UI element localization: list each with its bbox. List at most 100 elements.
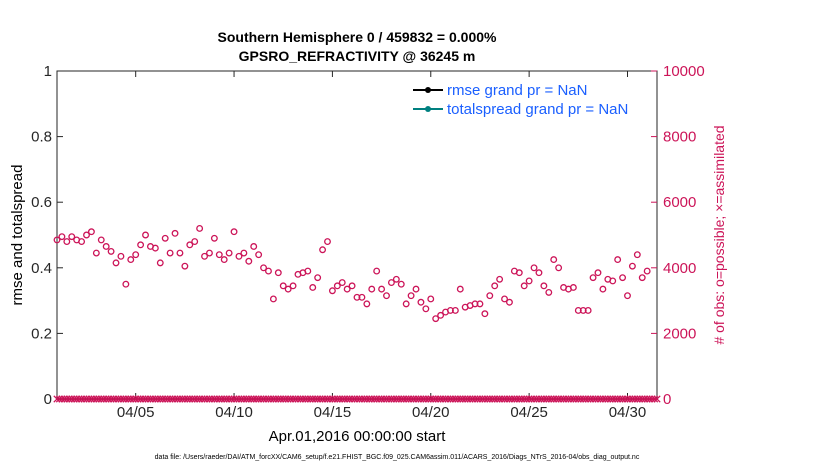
possible-obs-point — [407, 292, 415, 300]
possible-obs-point — [92, 249, 100, 257]
possible-obs-point — [245, 257, 253, 265]
possible-obs-point — [515, 269, 523, 277]
possible-obs-point — [476, 300, 484, 308]
possible-obs-point — [230, 228, 238, 236]
possible-obs-point — [220, 256, 228, 264]
x-tick-label: 04/15 — [314, 404, 352, 421]
possible-obs-point — [579, 306, 587, 314]
possible-obs-point — [156, 259, 164, 267]
possible-obs-point — [127, 256, 135, 264]
possible-obs-point — [520, 282, 528, 290]
possible-obs-point — [137, 241, 145, 249]
possible-obs-point — [417, 298, 425, 306]
possible-obs-point — [68, 233, 76, 241]
possible-obs-point — [260, 264, 268, 272]
possible-obs-point — [378, 285, 386, 293]
x-axis-label: Apr.01,2016 00:00:00 start — [269, 428, 447, 445]
possible-obs-point — [250, 243, 258, 250]
legend-rmse-label: rmse grand pr = NaN — [447, 82, 587, 99]
possible-obs-point — [166, 249, 174, 257]
legend: rmse grand pr = NaN totalspread grand pr… — [413, 82, 628, 118]
possible-obs-point — [545, 288, 553, 296]
possible-obs-point — [555, 264, 563, 272]
possible-obs-point — [589, 274, 597, 282]
left-y-tick-label: 1 — [44, 63, 52, 80]
possible-obs-point — [132, 251, 140, 259]
possible-obs-point — [196, 224, 204, 232]
chart-subtitle: GPSRO_REFRACTIVITY @ 36245 m — [239, 48, 476, 64]
possible-obs-point — [451, 306, 459, 314]
left-y-tick-label: 0 — [44, 391, 52, 408]
right-y-tick-label: 0 — [663, 391, 671, 408]
left-y-axis-label: rmse and totalspread — [9, 165, 26, 306]
possible-obs-point — [550, 256, 558, 264]
possible-obs-point — [122, 280, 130, 288]
possible-obs-point — [530, 264, 538, 272]
x-tick-label: 04/30 — [609, 404, 647, 421]
possible-obs-point — [176, 249, 184, 257]
legend-rmse-marker — [425, 87, 431, 93]
legend-spread-label: totalspread grand pr = NaN — [447, 101, 628, 118]
possible-obs-point — [427, 295, 435, 303]
possible-obs-point — [304, 267, 312, 275]
possible-obs-point — [269, 295, 277, 303]
x-tick-label: 04/05 — [117, 404, 155, 421]
data-file-footer: data file: /Users/raeder/DAI/ATM_forcXX/… — [155, 454, 640, 461]
possible-obs-point — [78, 238, 86, 246]
possible-obs-point — [624, 292, 631, 300]
possible-obs-point — [53, 236, 61, 244]
possible-obs-point — [353, 293, 361, 301]
possible-obs-point — [171, 229, 179, 237]
possible-obs-point — [255, 251, 263, 259]
possible-obs-point — [151, 244, 159, 252]
possible-obs-point — [540, 282, 548, 290]
x-axis: 04/05 04/10 04/15 04/20 04/25 04/30 — [117, 71, 646, 421]
left-y-tick-label: 0.6 — [31, 194, 52, 211]
possible-obs-point — [274, 269, 282, 277]
possible-obs-point — [215, 251, 223, 259]
x-tick-label: 04/20 — [412, 404, 450, 421]
possible-obs-point — [368, 285, 376, 293]
possible-obs-point — [486, 292, 494, 300]
possible-obs-point — [569, 284, 577, 291]
possible-obs-point — [58, 233, 66, 241]
possible-obs-point — [265, 267, 272, 275]
possible-obs-point — [343, 285, 351, 293]
possible-obs-point — [225, 249, 233, 257]
possible-obs-point — [535, 269, 543, 277]
possible-obs-point — [87, 228, 95, 236]
possible-obs-point — [633, 251, 641, 259]
possible-obs-point — [142, 231, 149, 239]
possible-obs-point — [628, 262, 636, 270]
right-y-tick-label: 4000 — [663, 260, 696, 277]
possible-obs-point — [609, 277, 617, 285]
x-tick-label: 04/25 — [510, 404, 548, 421]
possible-obs-point — [201, 252, 208, 260]
possible-obs-point — [161, 234, 169, 242]
possible-obs-point — [112, 259, 120, 267]
possible-obs-point — [432, 315, 440, 323]
left-y-tick-label: 0.8 — [31, 129, 52, 146]
right-y-tick-label: 6000 — [663, 194, 696, 211]
possible-obs-point — [348, 282, 356, 290]
possible-obs-point — [501, 295, 508, 303]
possible-obs-point — [584, 306, 592, 314]
possible-obs-point — [594, 269, 602, 277]
possible-obs-point — [412, 285, 420, 293]
possible-obs-point — [206, 249, 213, 257]
possible-obs-point — [309, 284, 317, 291]
possible-obs-point — [383, 292, 390, 300]
right-y-tick-label: 10000 — [663, 63, 705, 80]
possible-obs-point — [279, 282, 287, 290]
possible-obs-point — [456, 285, 464, 293]
possible-obs-point — [506, 298, 513, 306]
possible-obs-point — [422, 305, 430, 313]
possible-obs-point — [397, 280, 405, 288]
possible-obs-point — [614, 256, 622, 264]
left-y-tick-label: 0.2 — [31, 325, 52, 342]
right-y-axis-label: # of obs: o=possible; ×=assimilated — [711, 125, 727, 344]
possible-obs-point — [643, 267, 651, 275]
possible-obs-point — [319, 246, 327, 254]
possible-obs-point — [235, 252, 243, 260]
